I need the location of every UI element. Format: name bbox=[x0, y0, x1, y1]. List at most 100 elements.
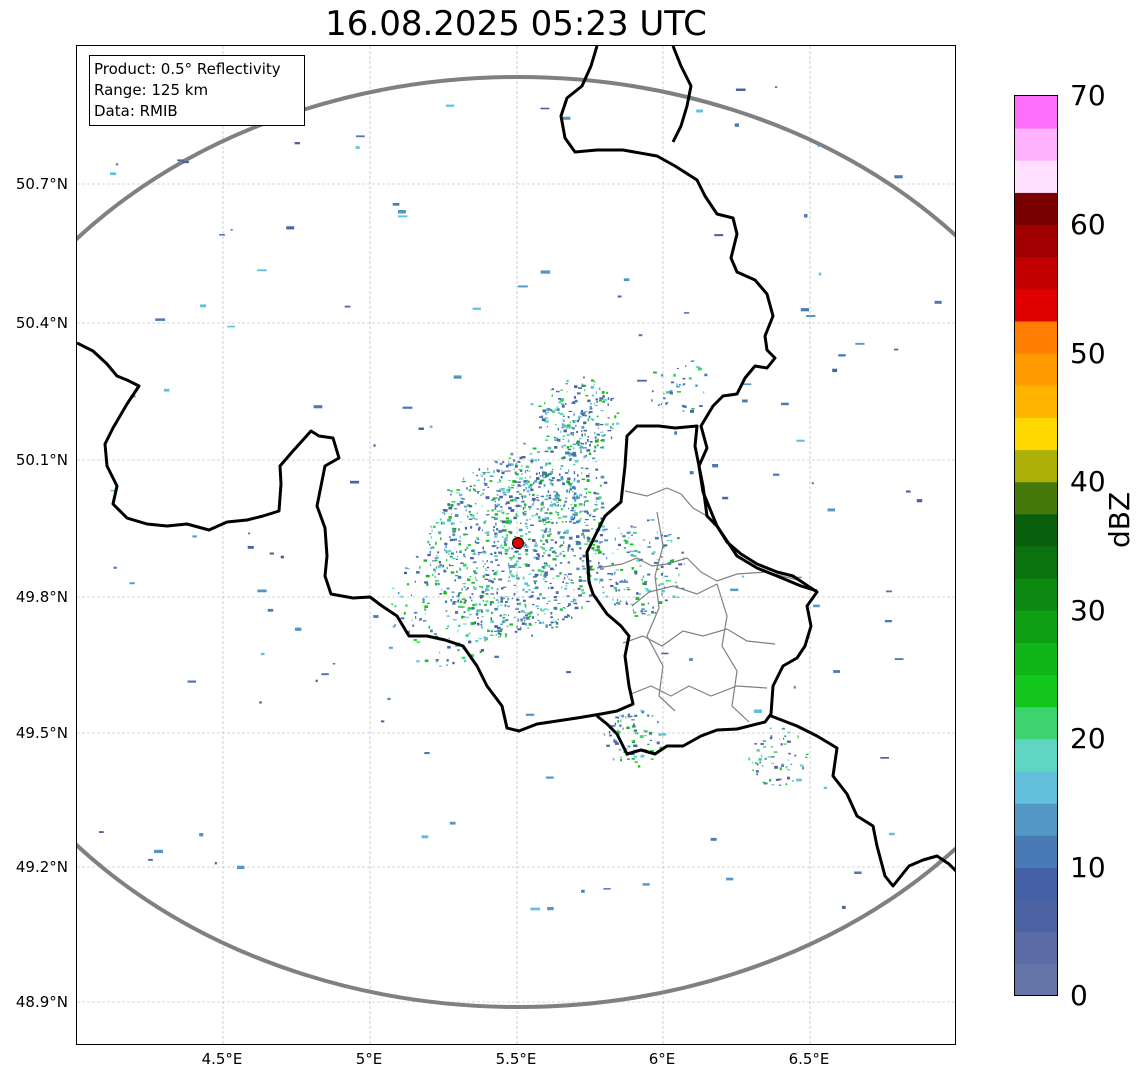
radar-echo-pixel bbox=[458, 540, 462, 542]
radar-echo-pixel bbox=[560, 403, 565, 406]
radar-echo-pixel bbox=[522, 484, 526, 486]
radar-echo-pixel bbox=[594, 432, 596, 434]
radar-echo-pixel bbox=[435, 580, 439, 582]
radar-echo-pixel bbox=[586, 438, 589, 442]
radar-echo-pixel bbox=[742, 399, 748, 403]
radar-echo-pixel bbox=[568, 490, 571, 494]
radar-echo-pixel bbox=[529, 476, 531, 478]
radar-echo-pixel bbox=[557, 499, 562, 502]
radar-echo-pixel bbox=[532, 576, 537, 578]
radar-echo-pixel bbox=[442, 564, 445, 568]
radar-echo-pixel bbox=[544, 498, 548, 501]
radar-echo-pixel bbox=[537, 569, 542, 572]
radar-echo-pixel bbox=[612, 427, 614, 430]
radar-echo-pixel bbox=[598, 551, 602, 554]
radar-echo-pixel bbox=[584, 543, 589, 545]
radar-echo-pixel bbox=[508, 488, 511, 491]
radar-echo-pixel bbox=[545, 473, 549, 477]
radar-echo-pixel bbox=[504, 470, 508, 472]
radar-echo-pixel bbox=[484, 639, 486, 642]
radar-echo-pixel bbox=[647, 519, 650, 522]
radar-echo-pixel bbox=[770, 735, 773, 739]
radar-echo-pixel bbox=[545, 521, 549, 524]
radar-echo-pixel bbox=[484, 578, 489, 580]
radar-map[interactable] bbox=[76, 45, 956, 1045]
radar-echo-pixel bbox=[787, 768, 790, 771]
radar-echo-pixel bbox=[471, 593, 474, 596]
radar-echo-pixel bbox=[664, 586, 666, 589]
radar-echo-pixel bbox=[646, 588, 649, 592]
radar-echo-pixel bbox=[675, 567, 678, 570]
radar-echo-pixel bbox=[616, 599, 619, 602]
radar-echo-pixel bbox=[547, 446, 552, 450]
radar-echo-pixel bbox=[631, 534, 633, 536]
radar-echo-pixel bbox=[437, 521, 439, 524]
radar-echo-pixel bbox=[578, 594, 582, 597]
radar-echo-pixel bbox=[557, 514, 559, 516]
radar-echo-pixel bbox=[577, 444, 580, 446]
radar-echo-pixel bbox=[588, 491, 592, 493]
radar-echo-pixel bbox=[536, 553, 540, 556]
radar-echo-pixel bbox=[505, 596, 509, 598]
radar-echo-pixel bbox=[612, 423, 614, 426]
radar-echo-pixel bbox=[623, 588, 626, 591]
radar-echo-pixel bbox=[569, 484, 572, 488]
radar-echo-pixel bbox=[627, 589, 631, 591]
radar-echo-pixel bbox=[480, 594, 484, 598]
radar-echo-pixel bbox=[762, 781, 766, 783]
radar-echo-pixel bbox=[585, 455, 587, 457]
radar-echo-pixel bbox=[461, 598, 466, 600]
radar-echo-pixel bbox=[517, 461, 521, 463]
radar-echo-pixel bbox=[391, 603, 394, 605]
radar-echo-pixel bbox=[538, 520, 542, 522]
radar-echo-pixel bbox=[520, 618, 523, 622]
radar-echo-pixel bbox=[452, 661, 455, 665]
radar-echo-pixel bbox=[480, 625, 483, 629]
radar-echo-pixel bbox=[480, 624, 483, 626]
radar-echo-pixel bbox=[475, 612, 479, 616]
radar-echo-pixel bbox=[557, 618, 559, 621]
colorbar-band bbox=[1014, 899, 1058, 933]
radar-echo-pixel bbox=[603, 481, 608, 484]
radar-echo-pixel bbox=[823, 786, 827, 789]
region-borders bbox=[596, 487, 802, 723]
radar-echo-pixel bbox=[514, 630, 518, 633]
radar-echo-pixel bbox=[581, 433, 583, 437]
lon-tick-label: 6°E bbox=[648, 1050, 676, 1068]
radar-echo-pixel bbox=[754, 709, 763, 713]
colorbar-band bbox=[1014, 610, 1058, 643]
radar-echo-pixel bbox=[418, 427, 424, 430]
radar-echo-pixel bbox=[544, 417, 548, 419]
radar-echo-pixel bbox=[510, 487, 514, 489]
radar-echo-pixel bbox=[462, 623, 467, 625]
radar-echo-pixel bbox=[583, 421, 587, 425]
lat-tick-label: 50.4°N bbox=[15, 314, 68, 332]
radar-echo-pixel bbox=[507, 598, 510, 601]
radar-echo-pixel bbox=[562, 482, 565, 486]
radar-echo-pixel bbox=[544, 516, 548, 520]
radar-echo-pixel bbox=[581, 606, 583, 610]
radar-echo-pixel bbox=[534, 459, 538, 462]
radar-echo-pixel bbox=[542, 597, 546, 600]
radar-echo-pixel bbox=[483, 482, 486, 485]
radar-echo-pixel bbox=[552, 577, 555, 580]
radar-echo-pixel bbox=[453, 538, 457, 541]
echo-field bbox=[99, 86, 942, 911]
radar-echo-pixel bbox=[563, 532, 566, 534]
radar-echo-pixel bbox=[485, 588, 490, 592]
radar-echo-pixel bbox=[508, 567, 510, 570]
radar-echo-pixel bbox=[476, 512, 478, 514]
radar-echo-pixel bbox=[392, 203, 400, 206]
radar-echo-pixel bbox=[538, 621, 542, 624]
radar-echo-pixel bbox=[524, 544, 527, 547]
radar-echo-pixel bbox=[547, 600, 551, 602]
radar-echo-pixel bbox=[572, 463, 576, 466]
radar-echo-pixel bbox=[663, 392, 665, 395]
radar-echo-pixel bbox=[501, 471, 505, 475]
radar-echo-pixel bbox=[630, 525, 633, 528]
colorbar-band bbox=[1014, 578, 1058, 611]
radar-echo-pixel bbox=[466, 633, 470, 635]
radar-echo-pixel bbox=[600, 446, 604, 449]
radar-echo-pixel bbox=[485, 551, 487, 555]
radar-echo-pixel bbox=[600, 506, 605, 509]
